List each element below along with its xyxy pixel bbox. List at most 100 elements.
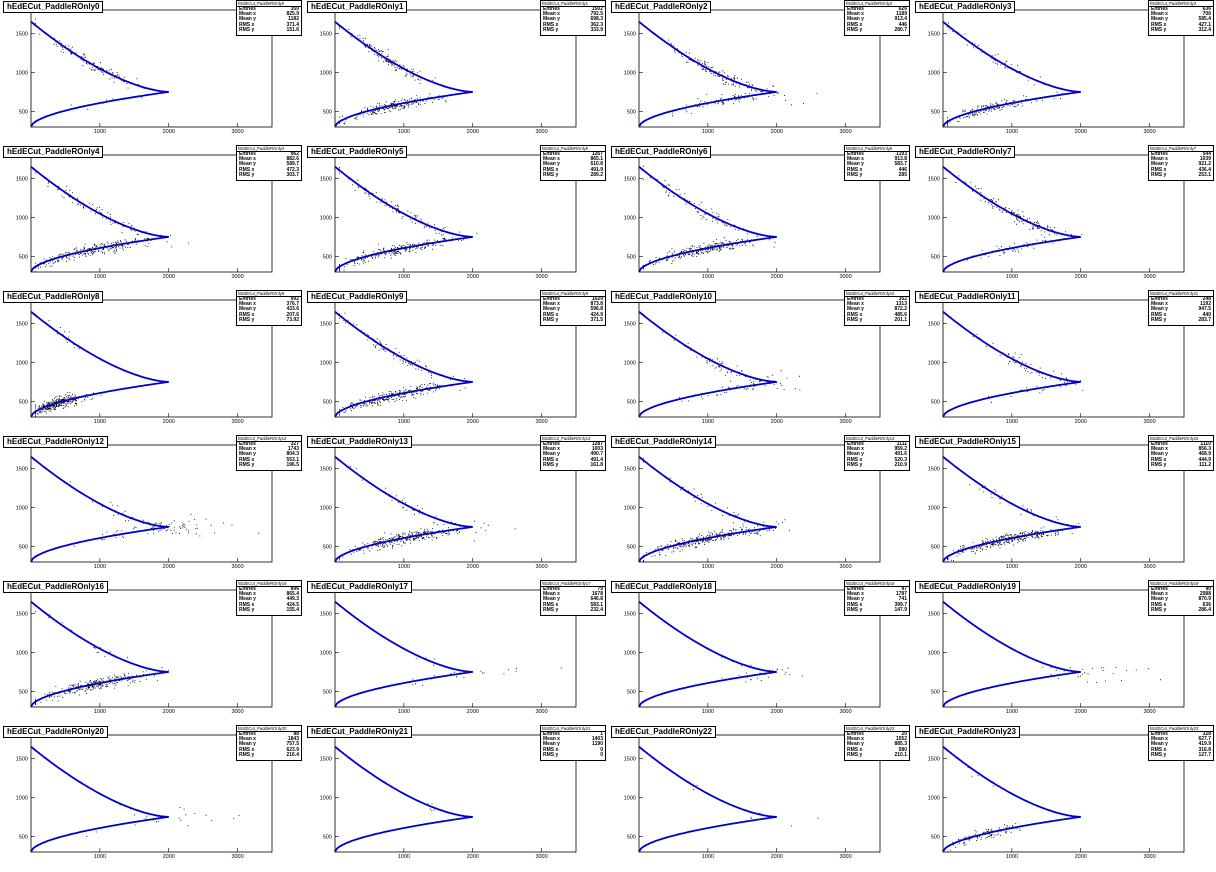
y-tick-label: 1500 <box>320 611 332 617</box>
x-tick-label: 1000 <box>1006 564 1018 570</box>
stats-box: hEdECut_PaddleROnly16 Entries 896 Mean x 865… <box>236 580 302 616</box>
scatter-plot: 1000 2000 3000 500 1000 1500 <box>928 9 1185 135</box>
stats-row-rms-y: RMS y 111.2 <box>1149 462 1213 468</box>
histogram-panel: 1000 2000 3000 500 1000 1500 hEdECut_PaddleROn… <box>304 580 608 725</box>
scatter-points <box>86 804 240 837</box>
stats-value: 286.4 <box>1198 606 1211 613</box>
stats-row-mean-y: Mean y 583.7 <box>845 162 909 167</box>
stats-row-entries: Entries 626 <box>845 6 909 12</box>
y-tick-label: 1500 <box>320 756 332 762</box>
upper-cut-curve <box>334 166 473 238</box>
stats-value: 399.7 <box>894 601 907 608</box>
x-tick-label: 3000 <box>535 564 547 570</box>
stats-row-entries: Entries 79 <box>541 586 605 592</box>
plot-frame <box>638 444 881 563</box>
stats-row-rms-y: RMS y 127.7 <box>1149 752 1213 758</box>
stats-row-mean-y: Mean y 1190 <box>541 742 605 747</box>
stats-value: 856.3 <box>1198 446 1211 453</box>
stats-row-rms-y: RMS y 147.9 <box>845 607 909 613</box>
scatter-plot: 1000 2000 3000 500 1000 1500 <box>320 299 577 425</box>
upper-cut-curve <box>334 456 473 528</box>
stats-value: 424.5 <box>286 601 299 608</box>
stats-label: Mean y <box>239 306 256 313</box>
stats-value: 446 <box>898 21 907 28</box>
y-tick-label: 1000 <box>320 360 332 366</box>
stats-label: Mean y <box>543 741 560 748</box>
stats-label: RMS y <box>847 751 863 758</box>
y-tick-label: 1000 <box>16 505 28 511</box>
lower-cut-curve <box>942 816 1081 853</box>
stats-value: 698.3 <box>590 16 603 23</box>
stats-row-rms-x: RMS x 436.4 <box>1149 167 1213 173</box>
stats-value: 623.9 <box>286 746 299 753</box>
stats-name: hEdECut_PaddleROnly2 <box>845 1 909 7</box>
y-tick-label: 500 <box>627 834 636 840</box>
y-tick-label: 500 <box>323 689 332 695</box>
stats-label: RMS x <box>543 746 559 753</box>
stats-value: 580 <box>898 746 907 753</box>
lower-cut-curve <box>638 526 777 563</box>
upper-cut-curve <box>30 456 169 528</box>
y-tick-label: 1500 <box>624 31 636 37</box>
upper-cut-curve <box>30 21 169 93</box>
stats-label: Mean x <box>1151 446 1168 453</box>
plot-frame <box>334 299 577 418</box>
x-tick-label: 1000 <box>94 564 106 570</box>
stats-value: 303.7 <box>286 171 299 178</box>
scatter-points <box>35 611 170 705</box>
x-tick-label: 1000 <box>398 564 410 570</box>
stats-label: Entries <box>543 586 560 592</box>
y-tick-label: 1500 <box>624 176 636 182</box>
stats-row-entries: Entries 962 <box>237 151 301 157</box>
lower-cut-curve <box>30 91 169 128</box>
stats-row-mean-y: Mean y 468.9 <box>1149 452 1213 457</box>
y-tick-label: 1000 <box>320 795 332 801</box>
plot-frame <box>638 154 881 273</box>
stats-label: RMS y <box>239 606 255 613</box>
stats-label: Mean y <box>847 596 864 603</box>
stats-row-entries: Entries 97 <box>845 586 909 592</box>
x-tick-label: 1000 <box>1006 274 1018 280</box>
stats-row-mean-y: Mean y 490.7 <box>541 452 605 457</box>
x-tick-label: 3000 <box>231 274 243 280</box>
stats-value: 804.3 <box>286 451 299 458</box>
stats-value: 468.9 <box>1198 451 1211 458</box>
stats-row-entries: Entries 1110 <box>1149 441 1213 447</box>
stats-name: hEdECut_PaddleROnly6 <box>845 146 909 152</box>
stats-label: RMS y <box>847 171 863 178</box>
y-tick-label: 1500 <box>928 321 940 327</box>
stats-box: hEdECut_PaddleROnly3 Entries 636 Mean x 706 M… <box>1148 0 1214 36</box>
stats-row-mean-y: Mean y 585.4 <box>1149 17 1213 22</box>
upper-cut-curve <box>942 21 1081 93</box>
stats-value: 1039 <box>1199 156 1211 163</box>
stats-row-entries: Entries 350 <box>237 6 301 12</box>
histogram-title: hEdECut_PaddleROnly18 <box>611 581 716 593</box>
y-tick-label: 1500 <box>624 756 636 762</box>
stats-row-entries: Entries 544 <box>1149 151 1213 157</box>
scatter-points <box>643 457 790 563</box>
x-tick-label: 2000 <box>771 419 783 425</box>
stats-label: Entries <box>847 296 864 302</box>
stats-value: 280.7 <box>894 26 907 33</box>
stats-box: hEdECut_PaddleROnly20 Entries 88 Mean x 1843… <box>236 725 302 761</box>
x-tick-label: 2000 <box>163 129 175 135</box>
stats-row-entries: Entries 90 <box>1149 586 1213 592</box>
stats-row-mean-y: Mean y 1182 <box>237 17 301 22</box>
y-tick-label: 500 <box>627 689 636 695</box>
y-tick-label: 500 <box>323 254 332 260</box>
stats-row-mean-x: Mean x 1039 <box>1149 156 1213 163</box>
x-tick-label: 1000 <box>398 709 410 715</box>
scatter-plot: 1000 2000 3000 500 1000 1500 <box>320 154 577 280</box>
stats-label: RMS x <box>239 21 255 28</box>
x-tick-label: 2000 <box>1075 564 1087 570</box>
plot-frame <box>942 9 1185 128</box>
histogram-panel: 1000 2000 3000 500 1000 1500 hEdECut_PaddleROn… <box>304 435 608 580</box>
x-tick-label: 3000 <box>1143 274 1155 280</box>
y-tick-label: 500 <box>323 544 332 550</box>
stats-label: Mean x <box>847 301 864 308</box>
stats-value: 1287 <box>591 441 603 447</box>
stats-row-mean-x: Mean x 627.7 <box>1149 736 1213 742</box>
x-tick-label: 3000 <box>535 274 547 280</box>
stats-row-mean-x: Mean x 706 <box>1149 11 1213 17</box>
scatter-plot: 1000 2000 3000 500 1000 1500 <box>624 589 881 715</box>
